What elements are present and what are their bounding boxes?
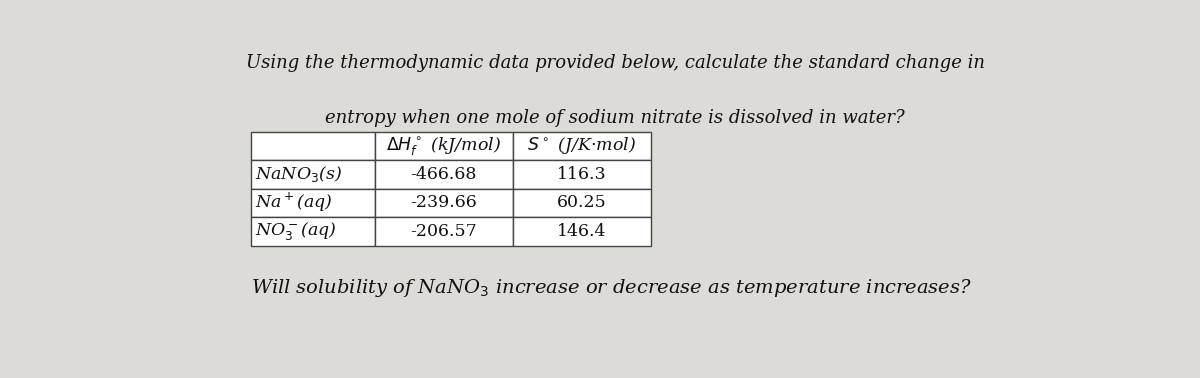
Bar	[374, 132, 512, 160]
Bar	[374, 217, 512, 246]
Text: -466.68: -466.68	[410, 166, 476, 183]
Text: -206.57: -206.57	[410, 223, 478, 240]
Text: -239.66: -239.66	[410, 194, 478, 211]
Bar	[512, 160, 650, 189]
Text: NaNO$_3$(s): NaNO$_3$(s)	[256, 164, 343, 184]
Bar	[512, 217, 650, 246]
Text: Will solubility of NaNO$_3$ increase or decrease as temperature increases?: Will solubility of NaNO$_3$ increase or …	[251, 277, 972, 299]
Text: NO$_3^-$(aq): NO$_3^-$(aq)	[256, 220, 337, 242]
Bar	[512, 189, 650, 217]
Text: Na$^+$(aq): Na$^+$(aq)	[256, 191, 334, 214]
Text: 146.4: 146.4	[557, 223, 606, 240]
Bar	[512, 132, 650, 160]
Text: 60.25: 60.25	[557, 194, 606, 211]
Text: 116.3: 116.3	[557, 166, 606, 183]
Text: $\Delta H_f^\circ$ (kJ/mol): $\Delta H_f^\circ$ (kJ/mol)	[386, 135, 502, 157]
Bar	[374, 160, 512, 189]
Bar	[251, 189, 374, 217]
Text: entropy when one mole of sodium nitrate is dissolved in water?: entropy when one mole of sodium nitrate …	[325, 109, 905, 127]
Text: $S^\circ$ (J/K$\cdot$mol): $S^\circ$ (J/K$\cdot$mol)	[527, 135, 636, 156]
Bar	[374, 189, 512, 217]
Bar	[251, 132, 374, 160]
Bar	[251, 160, 374, 189]
Text: Using the thermodynamic data provided below, calculate the standard change in: Using the thermodynamic data provided be…	[246, 54, 984, 72]
Bar	[251, 217, 374, 246]
